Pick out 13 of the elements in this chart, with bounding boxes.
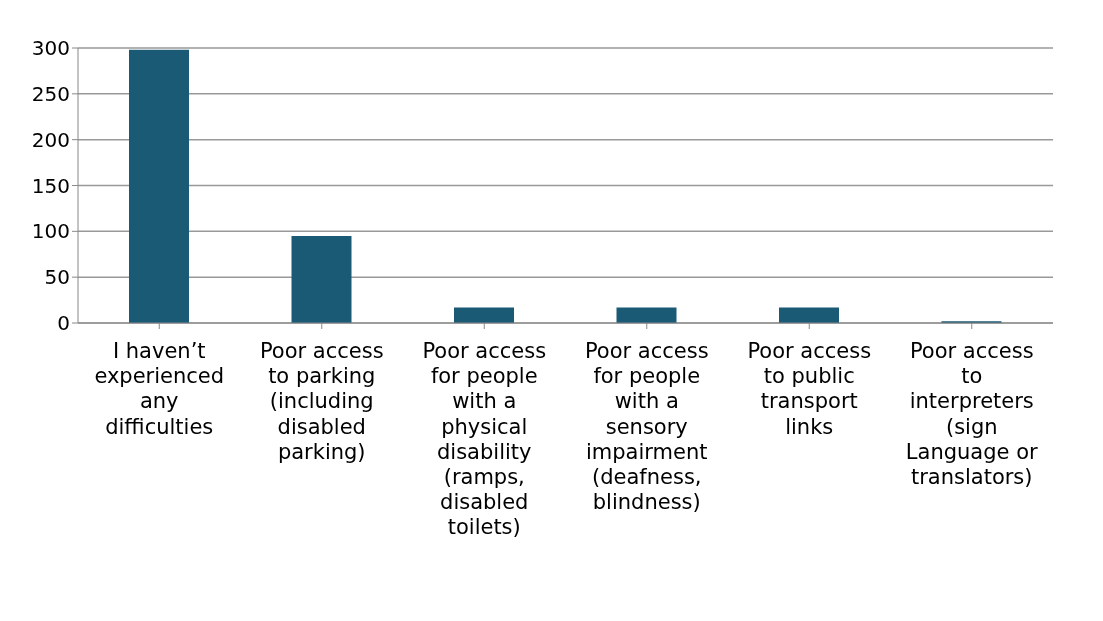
x-tick-label: Poor access for people with a physical disability (ramps, disabled toilets): [422, 338, 547, 540]
y-tick-label: 300: [31, 36, 70, 61]
x-tick-label: I haven’t experienced any difficulties: [94, 338, 225, 439]
y-tick-label: 100: [31, 219, 70, 244]
x-tick-label: Poor access to interpreters (sign Language or translators): [905, 338, 1039, 489]
x-tick-label: Poor access to public transport links: [747, 338, 872, 439]
y-tick-label: 0: [57, 311, 70, 336]
x-tick-label: Poor access to parking (including disabled parking): [259, 338, 384, 464]
x-tick-label: Poor access for people with a sensory impairment (deafness, blindness): [584, 338, 709, 515]
y-tick-label: 50: [44, 265, 70, 290]
y-tick-label: 250: [31, 81, 70, 106]
y-tick-label: 200: [31, 127, 70, 152]
y-tick-label: 150: [31, 173, 70, 198]
